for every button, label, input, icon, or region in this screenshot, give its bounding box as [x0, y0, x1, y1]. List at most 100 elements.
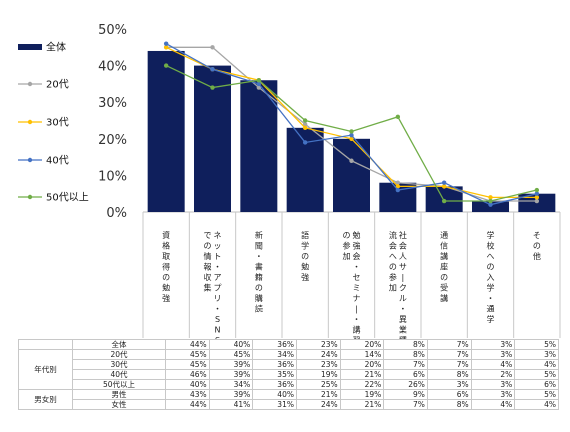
table-cell: 8%	[383, 339, 428, 350]
point-40代	[349, 132, 354, 138]
category-label-char: 勉	[301, 262, 309, 272]
table-cell: 35%	[252, 369, 297, 380]
category-label-char: プ	[214, 284, 222, 293]
category-label-char: の	[301, 252, 309, 261]
category-label-char: 校	[487, 241, 495, 251]
category-label-char: 受	[440, 283, 448, 293]
point-20代	[210, 45, 215, 50]
table-row-label: 女性	[72, 399, 166, 410]
y-tick-label: 20%	[98, 133, 127, 148]
category-label-char: 会	[389, 241, 397, 251]
category-label-char: 人	[399, 252, 407, 261]
table-row: 年代別 20代 45% 45% 34% 24% 14% 8% 7% 3% 3%	[18, 349, 559, 390]
legend-label: 30代	[46, 117, 69, 129]
table-cell: 20%	[339, 339, 385, 350]
data-table: 全体 44% 40% 36% 23% 20% 8% 7% 3% 5% 年代別 20代 45% 45% 34%…	[18, 339, 559, 410]
category-label-char: 学	[487, 283, 495, 293]
table-cell: 44%	[165, 339, 210, 350]
table-cell: 36%	[252, 339, 297, 350]
table-cell: 3%	[470, 349, 516, 360]
table-cell: 24%	[295, 349, 341, 360]
category-label-char: 社	[399, 230, 407, 240]
table-row: 30代 45% 39% 36% 23% 20% 7% 7% 4% 4%	[19, 359, 559, 370]
point-20代	[349, 158, 354, 163]
category-label-char: 収	[204, 272, 212, 282]
category-label-char: 読	[255, 304, 263, 314]
category-label-char: の	[533, 242, 541, 251]
category-label-char: 流	[389, 230, 397, 240]
legend-marker-20代	[27, 81, 33, 87]
y-tick-label: 0%	[106, 206, 127, 221]
table-cell: 3%	[470, 379, 516, 390]
category-label-char: ト	[214, 252, 222, 261]
table-cell: 39%	[208, 389, 254, 400]
category-label-char: 得	[162, 262, 170, 272]
point-50代以上	[302, 118, 308, 123]
category-label-char: リ	[214, 294, 222, 303]
table-cell: 5%	[514, 389, 559, 400]
table-group-label: 男女別	[18, 389, 73, 410]
table-row: 全体 44% 40% 36% 23% 20% 8% 7% 3% 5%	[18, 339, 559, 350]
category-label: ネット・アプリ・SNS等での情報収集	[204, 231, 222, 340]
category-label-char: 資	[162, 230, 170, 240]
table-row-label: 20代	[72, 349, 166, 360]
table-cell: 43%	[165, 389, 210, 400]
category-label-char: ナ	[353, 294, 361, 303]
bar-全体	[194, 65, 231, 212]
category-label-char: 書	[255, 262, 263, 272]
point-50代以上	[488, 198, 493, 204]
table-cell: 39%	[208, 369, 254, 380]
category-label-char: の	[487, 263, 495, 272]
table-row-label: 男性	[72, 389, 166, 400]
category-label-char: 講	[353, 325, 361, 335]
table-cell: 7%	[426, 339, 472, 350]
category-label-char: 勉	[353, 230, 361, 240]
category-label-char: そ	[533, 231, 541, 240]
category-label-char: セ	[353, 273, 361, 282]
table-cell: 45%	[165, 359, 210, 370]
table-group-label	[18, 339, 73, 350]
table-cell: 8%	[426, 369, 472, 380]
point-20代	[395, 180, 401, 185]
point-50代以上	[163, 63, 169, 68]
category-label-char: の	[343, 231, 351, 240]
table-cell: 36%	[252, 359, 297, 370]
table-row-label: 30代	[72, 359, 166, 370]
point-40代	[488, 202, 493, 207]
category-label-char: の	[162, 273, 170, 282]
table-cell: 26%	[383, 379, 428, 390]
category-label-char: 集	[204, 283, 212, 293]
category-label-char: 習	[353, 336, 361, 340]
table-cell: 34%	[252, 349, 297, 360]
table-cell: 36%	[252, 379, 297, 390]
category-label-char: の	[255, 284, 263, 293]
category-label-char: 強	[301, 272, 309, 282]
category-label-char: ・	[255, 252, 263, 261]
category-label-char: 学	[487, 230, 495, 240]
category-label-char: の	[440, 273, 448, 282]
y-tick-label: 50%	[98, 23, 127, 38]
category-label-char: |	[355, 305, 358, 314]
category-label-char: ミ	[353, 284, 361, 293]
y-tick-label: 40%	[98, 60, 127, 75]
point-50代以上	[441, 198, 447, 204]
table-group-label: 年代別	[18, 349, 73, 390]
table-cell: 20%	[339, 359, 385, 370]
category-label-char: 講	[440, 251, 448, 261]
category-label-char: 強	[162, 293, 170, 303]
table-cell: 31%	[252, 399, 297, 410]
category-label-char: 他	[533, 251, 541, 261]
table-cell: 45%	[165, 349, 210, 360]
category-label-char: S	[215, 315, 220, 324]
category-label-char: 入	[487, 273, 495, 282]
category-label-char: ・	[353, 263, 361, 272]
table-cell: 23%	[295, 339, 341, 350]
table-cell: 4%	[470, 359, 516, 370]
table-cell: 9%	[383, 389, 428, 400]
table-cell: 21%	[339, 399, 385, 410]
category-label-char: へ	[389, 252, 397, 261]
